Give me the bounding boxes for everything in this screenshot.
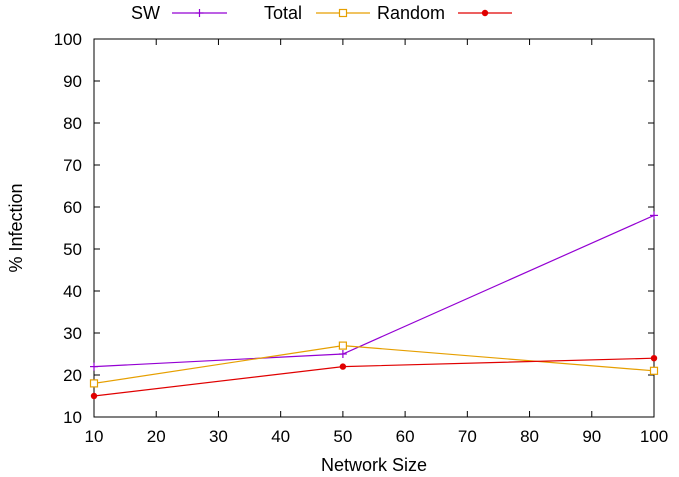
data-point-sw — [90, 362, 98, 371]
plot-frame — [93, 38, 655, 418]
y-tick-label: 20 — [63, 366, 82, 385]
x-tick-label: 10 — [85, 427, 104, 446]
y-tick-label: 70 — [63, 156, 82, 175]
legend-item-sw: SW — [131, 3, 227, 23]
data-point-total — [338, 341, 347, 350]
legend-swatch-marker — [481, 9, 489, 17]
legend-label: Random — [377, 3, 445, 23]
y-tick-label: 80 — [63, 114, 82, 133]
x-tick-label: 70 — [458, 427, 477, 446]
y-tick-label: 10 — [63, 408, 82, 427]
x-tick-label: 80 — [520, 427, 539, 446]
x-axis-label: Network Size — [321, 455, 427, 475]
y-tick-label: 50 — [63, 240, 82, 259]
data-point-sw — [650, 211, 658, 220]
data-point-random — [650, 355, 658, 362]
y-tick-label: 90 — [63, 72, 82, 91]
x-tick-label: 50 — [333, 427, 352, 446]
x-tick-label: 40 — [271, 427, 290, 446]
x-tick-label: 20 — [147, 427, 166, 446]
series-random — [90, 355, 658, 400]
y-tick-label: 40 — [63, 282, 82, 301]
x-tick-label: 100 — [640, 427, 668, 446]
data-point-random — [90, 392, 98, 400]
data-point-total — [649, 366, 659, 375]
data-point-total — [89, 379, 99, 388]
series-total — [89, 341, 659, 388]
x-tick-label: 90 — [582, 427, 601, 446]
legend-swatch-marker — [195, 9, 204, 17]
series-line-sw — [93, 214, 655, 368]
x-tick-label: 60 — [396, 427, 415, 446]
series-line-total — [93, 344, 655, 384]
legend-swatch-marker — [338, 8, 348, 18]
legend: SW Total Random — [131, 3, 512, 23]
data-point-random — [339, 363, 347, 370]
series-group — [89, 211, 659, 400]
y-axis-label: % Infection — [6, 183, 26, 272]
y-tick-label: 60 — [63, 198, 82, 217]
axis-ticks: 10 20 30 40 50 60 70 80 90 100 10 20 30 40 50 60 70 80 90 1… — [54, 30, 669, 446]
series-sw — [90, 211, 658, 371]
legend-item-random: Random — [377, 3, 512, 23]
y-tick-label: 100 — [54, 30, 82, 49]
legend-label: Total — [264, 3, 302, 23]
x-tick-label: 30 — [209, 427, 228, 446]
legend-label: SW — [131, 3, 160, 23]
legend-item-total: Total — [264, 3, 370, 23]
data-point-sw — [338, 350, 347, 358]
y-tick-label: 30 — [63, 324, 82, 343]
